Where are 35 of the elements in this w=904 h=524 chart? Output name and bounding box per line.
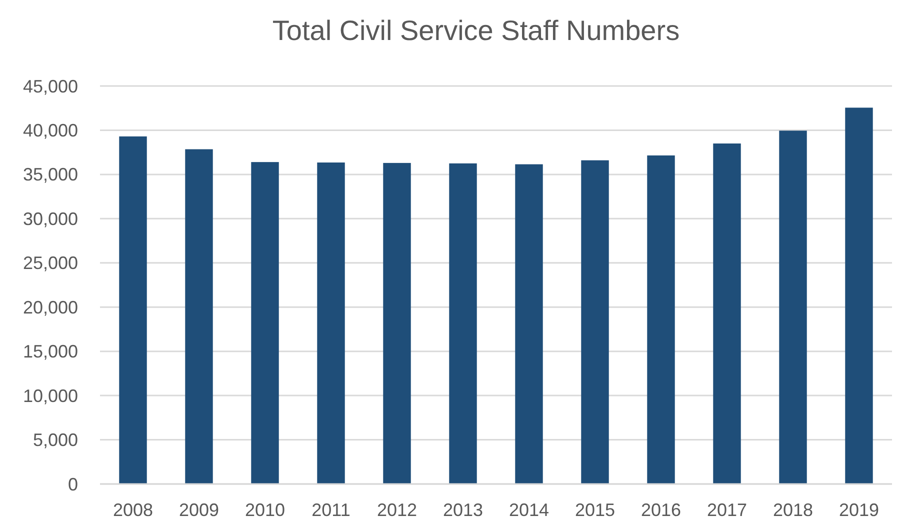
y-tick-label: 0 <box>68 474 78 494</box>
x-tick-label: 2014 <box>508 500 550 520</box>
bar <box>515 164 543 484</box>
y-tick-label: 15,000 <box>22 342 78 362</box>
bar <box>383 162 411 484</box>
y-tick-label: 5,000 <box>32 430 78 450</box>
bar <box>647 155 675 484</box>
y-tick-label: 35,000 <box>22 164 78 185</box>
x-tick-label: 2011 <box>312 500 350 520</box>
x-tick-label: 2019 <box>838 500 880 520</box>
x-tick-label: 2013 <box>442 500 484 520</box>
y-tick-label: 30,000 <box>22 208 78 229</box>
bar <box>581 160 609 484</box>
bar <box>119 136 147 484</box>
chart-title: Total Civil Service Staff Numbers <box>272 15 680 46</box>
bar <box>713 143 741 484</box>
x-tick-label: 2012 <box>376 500 418 520</box>
y-tick-label: 25,000 <box>22 253 78 274</box>
x-tick-label: 2018 <box>772 500 814 520</box>
x-tick-label: 2015 <box>574 500 616 520</box>
x-tick-label: 2017 <box>706 500 748 520</box>
x-tick-label: 2010 <box>244 500 286 520</box>
bar <box>185 149 213 484</box>
x-tick-label: 2008 <box>112 500 154 520</box>
y-tick-label: 40,000 <box>22 120 78 141</box>
y-tick-label: 20,000 <box>22 297 78 318</box>
bar <box>317 162 345 484</box>
y-tick-label: 10,000 <box>22 386 78 406</box>
bar <box>779 130 807 484</box>
bar <box>449 163 477 484</box>
y-tick-label: 45,000 <box>22 76 78 96</box>
bar <box>251 162 279 484</box>
bar <box>845 108 873 484</box>
x-tick-label: 2016 <box>640 500 682 520</box>
x-tick-label: 2009 <box>178 500 220 520</box>
